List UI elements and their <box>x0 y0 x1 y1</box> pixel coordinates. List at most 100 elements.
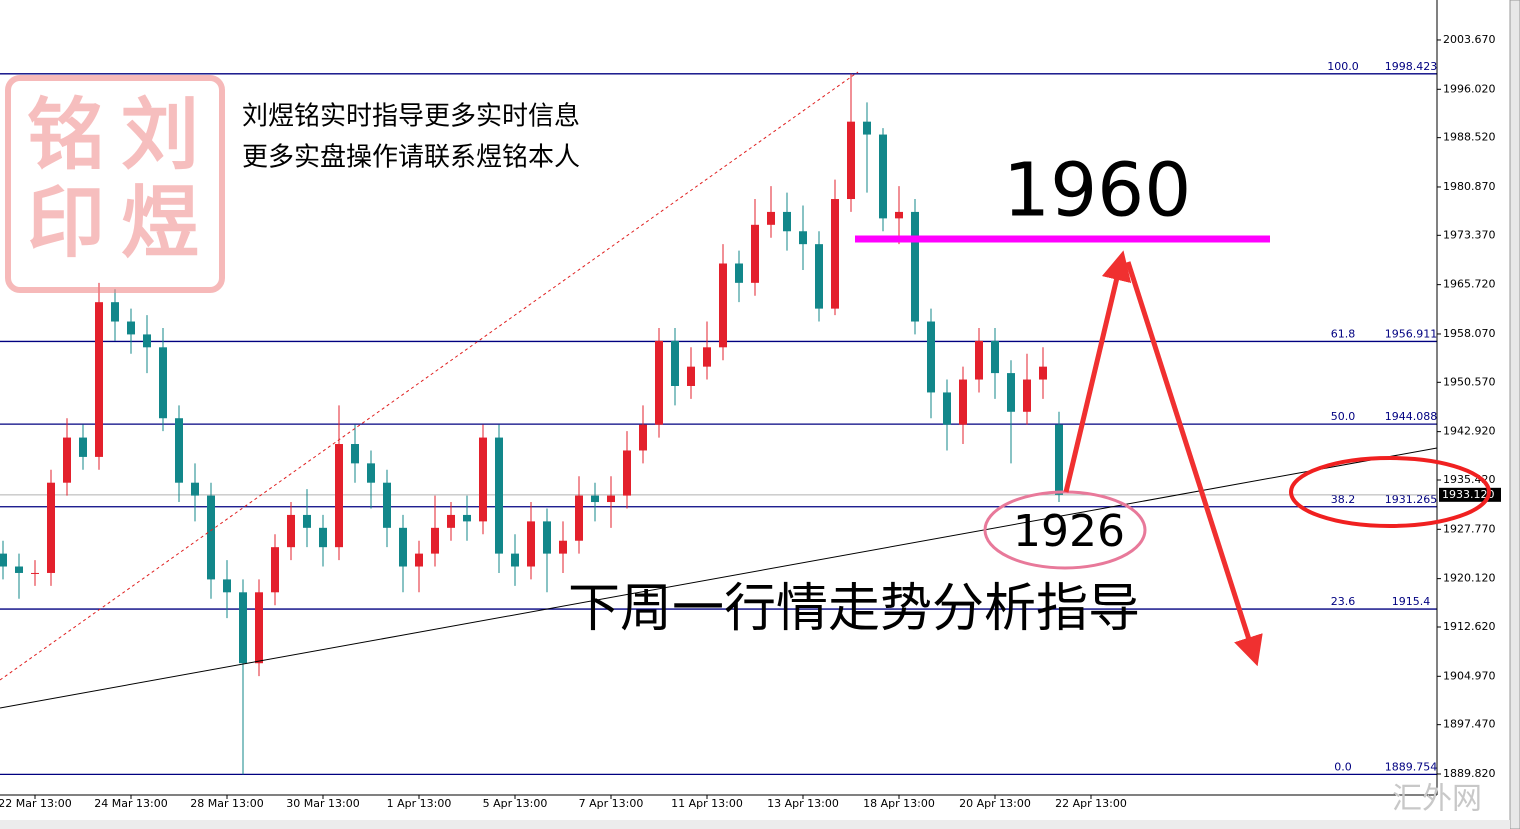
candle-body <box>431 527 439 554</box>
candle-body <box>239 592 247 664</box>
fib-price: 1944.088 <box>1385 410 1438 423</box>
target-low-label: 1926 <box>1013 506 1125 557</box>
y-tick-label: 1920.120 <box>1443 572 1496 585</box>
candle-body <box>127 321 135 335</box>
candle-body <box>303 514 311 528</box>
x-tick-label: 22 Apr 13:00 <box>1055 797 1127 810</box>
stamp-char: 煜 <box>121 178 199 268</box>
note: 刘煜铭实时指导更多实时信息 <box>242 102 580 132</box>
candle-body <box>479 437 487 522</box>
note: 更多实盘操作请联系煜铭本人 <box>242 143 580 173</box>
candle-body <box>0 553 7 567</box>
y-tick-label: 1927.770 <box>1443 522 1496 535</box>
fib-price: 1956.911 <box>1385 327 1438 340</box>
y-tick-label: 1980.870 <box>1443 180 1496 193</box>
candle-body <box>447 514 455 528</box>
x-tick-label: 13 Apr 13:00 <box>767 797 839 810</box>
x-tick-label: 11 Apr 13:00 <box>671 797 743 810</box>
candle-body <box>847 121 855 200</box>
candle-body <box>991 340 999 374</box>
site-watermark: 汇外网 <box>1392 782 1482 817</box>
fib-price: 1915.4 <box>1392 595 1431 608</box>
x-tick-label: 5 Apr 13:00 <box>483 797 548 810</box>
candle-body <box>287 514 295 548</box>
fib-level: 50.0 <box>1331 410 1356 423</box>
x-tick-label: 1 Apr 13:00 <box>387 797 452 810</box>
fib-price: 1931.265 <box>1385 493 1438 506</box>
candle-body <box>671 340 679 386</box>
candle-body <box>255 592 263 664</box>
candle-body <box>975 340 983 380</box>
candle-body <box>175 418 183 483</box>
headline: 下周一行情走势分析指导 <box>568 579 1140 639</box>
candle-body <box>207 495 215 580</box>
candle-body <box>1055 424 1063 495</box>
stamp-char: 铭 <box>27 90 105 180</box>
candle-body <box>191 482 199 496</box>
y-tick-label: 1889.820 <box>1443 767 1496 780</box>
stamp-char: 刘 <box>121 90 199 180</box>
stamp-frame <box>5 75 225 293</box>
last-price-label: 1933.120 <box>1442 488 1495 501</box>
target-high-label: 1960 <box>1003 148 1191 234</box>
candle-body <box>639 424 647 451</box>
y-tick-label: 1950.570 <box>1443 375 1496 388</box>
candle-body <box>831 199 839 309</box>
candle-body <box>463 514 471 522</box>
candle-body <box>543 521 551 554</box>
candle-body <box>703 347 711 367</box>
candle-body <box>607 495 615 503</box>
y-tick-label: 1965.720 <box>1443 278 1496 291</box>
candle-body <box>959 379 967 425</box>
candle-body <box>511 553 519 567</box>
candle-body <box>63 437 71 483</box>
candle-body <box>111 302 119 322</box>
candle-body <box>911 211 919 322</box>
candle-body <box>943 392 951 425</box>
candle-body <box>47 482 55 573</box>
x-tick-label: 24 Mar 13:00 <box>94 797 167 810</box>
x-tick-label: 18 Apr 13:00 <box>863 797 935 810</box>
candle-body <box>751 224 759 283</box>
candle-body <box>783 211 791 232</box>
candle-body <box>799 231 807 245</box>
candle-body <box>319 527 327 548</box>
candle-body <box>927 321 935 393</box>
candle-body <box>527 521 535 567</box>
stamp-char: 印 <box>27 178 105 268</box>
candle-body <box>351 444 359 464</box>
fib-level: 61.8 <box>1331 327 1356 340</box>
candle-body <box>495 437 503 554</box>
candle-body <box>623 450 631 496</box>
candle-body <box>1007 373 1015 412</box>
x-tick-label: 30 Mar 13:00 <box>286 797 359 810</box>
x-tick-label: 22 Mar 13:00 <box>0 797 72 810</box>
candle-body <box>31 572 39 574</box>
candle-body <box>719 263 727 348</box>
candle-body <box>223 579 231 593</box>
y-tick-label: 1942.920 <box>1443 425 1496 438</box>
y-tick-label: 1935.420 <box>1443 473 1496 486</box>
candle-body <box>143 334 151 348</box>
x-tick-label: 20 Apr 13:00 <box>959 797 1031 810</box>
candle-body <box>559 540 567 554</box>
candle-body <box>383 482 391 528</box>
candle-body <box>367 463 375 483</box>
candle-body <box>335 444 343 548</box>
candle-body <box>79 437 87 457</box>
candle-body <box>815 244 823 309</box>
price-circle <box>1289 456 1491 528</box>
axis-overlay: 2003.670 1996.020 1988.520 1980.870 1973.370… <box>0 33 1501 810</box>
trendline <box>0 447 1438 709</box>
y-tick-label: 1996.020 <box>1443 82 1496 95</box>
scrollbar[interactable] <box>1509 0 1520 829</box>
fib-level: 0.0 <box>1334 760 1352 773</box>
candle-body <box>863 121 871 135</box>
y-tick-label: 1988.520 <box>1443 131 1496 144</box>
fib-level: 38.2 <box>1331 493 1356 506</box>
candle-body <box>271 547 279 593</box>
candle-body <box>591 495 599 503</box>
y-tick-label: 1973.370 <box>1443 228 1496 241</box>
y-tick-label: 1897.470 <box>1443 718 1496 731</box>
